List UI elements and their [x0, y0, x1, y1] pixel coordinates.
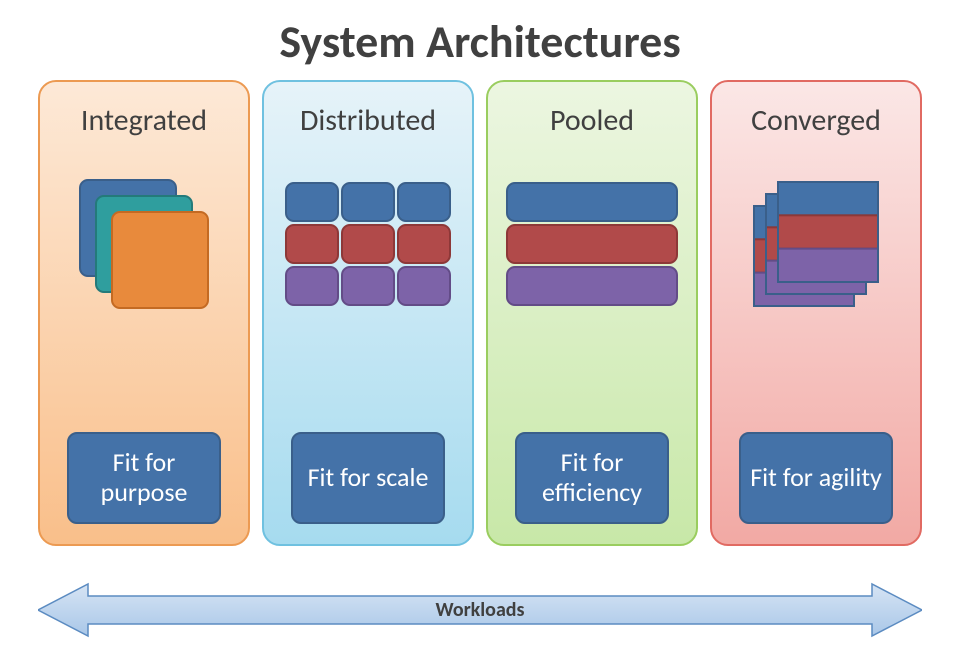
column-title-integrated: Integrated [81, 102, 207, 139]
workloads-arrow: Workloads [38, 580, 922, 640]
columns-container: Integrated Fit for purpose Distributed Fit … [0, 80, 960, 546]
fit-box-pooled: Fit for efficiency [515, 432, 669, 524]
workloads-arrow-label: Workloads [38, 598, 922, 622]
column-art-integrated [52, 159, 236, 329]
column-converged: Converged Fit for agility [710, 80, 922, 546]
column-title-pooled: Pooled [550, 102, 634, 139]
column-art-converged [724, 159, 908, 329]
column-integrated: Integrated Fit for purpose [38, 80, 250, 546]
column-distributed: Distributed Fit for scale [262, 80, 474, 546]
fit-box-distributed: Fit for scale [291, 432, 445, 524]
column-pooled: Pooled Fit for efficiency [486, 80, 698, 546]
column-title-converged: Converged [751, 102, 881, 139]
fit-box-integrated: Fit for purpose [67, 432, 221, 524]
column-art-pooled [500, 159, 684, 329]
column-title-distributed: Distributed [300, 102, 436, 139]
column-art-distributed [276, 159, 460, 329]
page-title: System Architectures [0, 0, 960, 80]
fit-box-converged: Fit for agility [739, 432, 893, 524]
